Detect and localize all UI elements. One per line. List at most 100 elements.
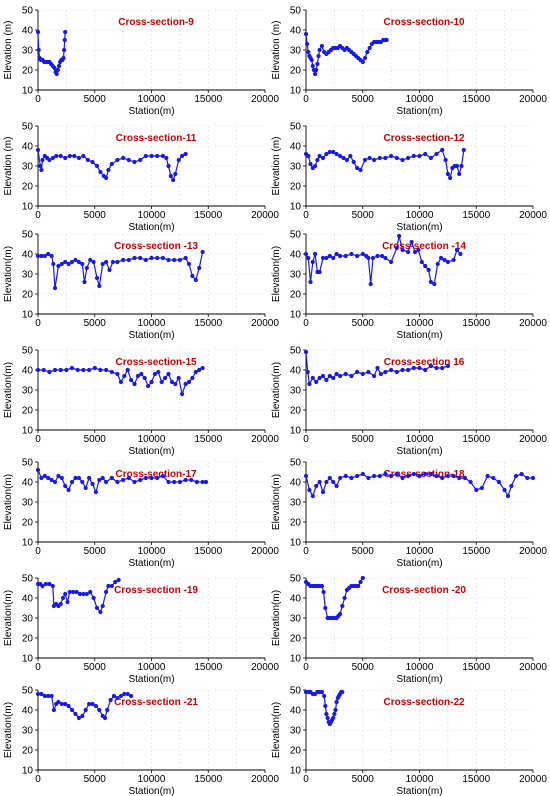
data-point	[448, 175, 453, 181]
y-tick-label: 40	[290, 142, 302, 153]
data-point	[377, 155, 382, 161]
data-point	[109, 583, 114, 589]
data-point	[366, 475, 371, 481]
y-tick-label: 30	[22, 726, 34, 737]
x-tick-label: 10000	[406, 210, 434, 221]
data-point	[156, 369, 161, 375]
y-tick-label: 50	[290, 458, 302, 469]
data-point	[343, 473, 348, 479]
data-point	[417, 473, 422, 479]
data-point	[365, 49, 370, 55]
x-axis-label: Station(m)	[128, 222, 174, 233]
data-point	[91, 259, 96, 265]
data-point	[370, 255, 376, 261]
y-tick-label: 10	[22, 426, 34, 437]
x-tick-label: 10000	[138, 318, 166, 329]
data-point	[56, 63, 62, 69]
y-tick-label: 30	[22, 498, 34, 509]
data-point	[355, 473, 360, 479]
y-tick-label: 50	[290, 6, 302, 17]
data-point	[372, 473, 377, 479]
data-point	[56, 699, 61, 705]
data-point	[530, 475, 536, 481]
data-point	[193, 277, 198, 283]
data-point	[169, 379, 174, 385]
data-point	[67, 589, 72, 595]
data-point	[317, 479, 322, 485]
data-point	[47, 157, 52, 163]
data-point	[416, 247, 421, 253]
data-point	[166, 479, 171, 485]
chart-title: Cross-section -14	[382, 241, 466, 252]
data-point	[406, 367, 411, 373]
x-tick-label: 5000	[84, 662, 107, 673]
data-point	[166, 163, 171, 169]
data-point	[107, 267, 112, 273]
data-point	[69, 259, 75, 265]
data-point	[321, 589, 326, 595]
data-point	[324, 255, 329, 261]
data-point	[513, 473, 519, 479]
data-point	[327, 253, 332, 259]
data-point	[74, 589, 79, 595]
data-point	[146, 383, 151, 389]
data-point	[42, 693, 47, 699]
data-point	[88, 589, 93, 595]
y-axis-label: Elevation(m)	[271, 362, 282, 418]
data-point	[118, 693, 123, 699]
data-point	[149, 475, 154, 481]
y-tick-label: 50	[290, 346, 302, 357]
data-point	[428, 363, 433, 369]
data-point	[76, 155, 81, 161]
data-point	[462, 475, 467, 481]
chart-panel-4: 0 5000 10000 15000 20000 10 20 30 40 50 Station(m)…	[271, 122, 547, 234]
data-point	[313, 251, 318, 257]
data-point	[303, 251, 309, 257]
data-point	[440, 475, 445, 481]
data-point	[88, 257, 93, 263]
data-point	[327, 475, 332, 481]
chart-title: Cross-section 16	[384, 357, 465, 368]
data-point	[183, 381, 188, 387]
data-point	[355, 369, 360, 375]
data-point	[50, 583, 55, 589]
x-tick-label: 10000	[138, 94, 166, 105]
x-tick-label: 10000	[138, 546, 166, 557]
data-point	[331, 149, 336, 155]
x-tick-label: 5000	[352, 210, 375, 221]
data-point	[303, 473, 309, 479]
x-tick-label: 15000	[462, 434, 490, 445]
data-point	[81, 153, 86, 159]
y-tick-label: 30	[22, 162, 34, 173]
data-point	[183, 477, 188, 483]
data-point	[138, 157, 143, 163]
data-point	[166, 257, 171, 263]
x-axis-label: Station(m)	[396, 106, 442, 117]
chart-panel-5: 0 5000 10000 15000 20000 10 20 30 40 50 Station(m)…	[3, 230, 279, 342]
data-point	[317, 375, 322, 381]
data-point	[155, 475, 160, 481]
data-point	[90, 701, 95, 707]
data-point	[121, 477, 126, 483]
y-tick-label: 50	[290, 122, 302, 133]
y-tick-label: 20	[22, 290, 34, 301]
data-point	[46, 251, 51, 257]
data-point	[42, 253, 47, 259]
data-point	[317, 153, 322, 159]
x-tick-label: 15000	[462, 318, 490, 329]
data-point	[331, 715, 336, 721]
data-point	[362, 157, 368, 163]
series-line	[38, 367, 203, 397]
data-point	[303, 349, 309, 355]
data-point	[190, 375, 195, 381]
data-point	[116, 577, 121, 583]
x-tick-label: 5000	[352, 434, 375, 445]
data-point	[59, 475, 64, 481]
x-axis-label: Station(m)	[128, 786, 174, 796]
data-point	[423, 151, 428, 157]
data-point	[338, 253, 343, 259]
x-tick-label: 10000	[138, 774, 166, 785]
data-point	[69, 707, 75, 713]
series-line	[305, 473, 533, 498]
data-point	[394, 369, 399, 375]
